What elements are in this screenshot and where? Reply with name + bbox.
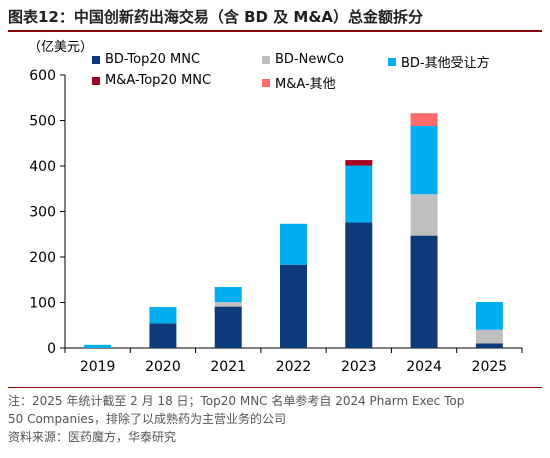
footer-divider bbox=[8, 387, 542, 388]
legend-label: BD-Top20 MNC bbox=[105, 52, 201, 67]
y-tick-label: 100 bbox=[29, 296, 56, 312]
bar-segment bbox=[345, 160, 373, 166]
bar-segment bbox=[149, 307, 177, 324]
x-tick-label: 2022 bbox=[276, 359, 312, 375]
bar-segment bbox=[410, 113, 438, 126]
source-note: 资料来源：医药魔方，华泰研究 bbox=[8, 430, 177, 444]
legend-item: BD-NewCo bbox=[262, 52, 344, 67]
legend-swatch bbox=[92, 76, 100, 85]
x-tick-label: 2023 bbox=[341, 359, 377, 375]
legend-item: M&A-其他 bbox=[262, 73, 336, 92]
bar-segment bbox=[84, 344, 112, 348]
legend-item: BD-Top20 MNC bbox=[92, 52, 200, 67]
bar-segment bbox=[149, 323, 177, 348]
bar-segment bbox=[345, 165, 373, 223]
bar-segment bbox=[475, 329, 503, 344]
bar-segment bbox=[410, 235, 438, 348]
x-tick-label: 2019 bbox=[80, 359, 116, 375]
y-tick-label: 200 bbox=[29, 250, 56, 266]
footnote-line-2: 50 Companies，排除了以成熟药为主营业务的公司 bbox=[8, 412, 287, 426]
legend-label: M&A-Top20 MNC bbox=[105, 73, 212, 88]
y-tick-label: 500 bbox=[29, 114, 56, 130]
y-axis-unit-label: （亿美元） bbox=[28, 40, 94, 55]
legend-swatch bbox=[262, 78, 270, 87]
x-tick-label: 2024 bbox=[406, 359, 442, 375]
legend-swatch bbox=[92, 55, 100, 64]
bar-segment bbox=[410, 125, 438, 195]
legend-swatch bbox=[388, 57, 396, 66]
bar-segment bbox=[475, 302, 503, 330]
x-tick-label: 2020 bbox=[145, 359, 181, 375]
x-tick-label: 2025 bbox=[472, 359, 508, 375]
legend-swatch bbox=[262, 55, 270, 64]
bar-segment bbox=[475, 343, 503, 348]
bar-segment bbox=[214, 306, 242, 348]
legend-label: BD-其他受让方 bbox=[401, 56, 490, 71]
bar-segment bbox=[214, 302, 242, 307]
bar-segment bbox=[214, 287, 242, 303]
y-tick-label: 300 bbox=[29, 205, 56, 221]
legend-item: BD-其他受让方 bbox=[388, 52, 490, 71]
legend-label: M&A-其他 bbox=[275, 77, 336, 92]
bar-segment bbox=[280, 264, 307, 348]
y-tick-label: 600 bbox=[29, 68, 56, 84]
x-tick-label: 2021 bbox=[210, 359, 246, 375]
bar-segment bbox=[410, 194, 438, 236]
footnote-line-1: 注：2025 年统计截至 2 月 18 日；Top20 MNC 名单参考自 20… bbox=[8, 394, 465, 408]
bar-segment bbox=[280, 223, 307, 265]
y-tick-label: 400 bbox=[29, 159, 56, 175]
legend-item: M&A-Top20 MNC bbox=[92, 73, 211, 88]
legend-label: BD-NewCo bbox=[275, 52, 345, 67]
chart-title: 图表12：中国创新药出海交易（含 BD 及 M&A）总金额拆分 bbox=[8, 8, 424, 26]
y-tick-label: 0 bbox=[47, 341, 56, 357]
title-divider bbox=[8, 30, 542, 32]
bar-segment bbox=[345, 222, 373, 348]
